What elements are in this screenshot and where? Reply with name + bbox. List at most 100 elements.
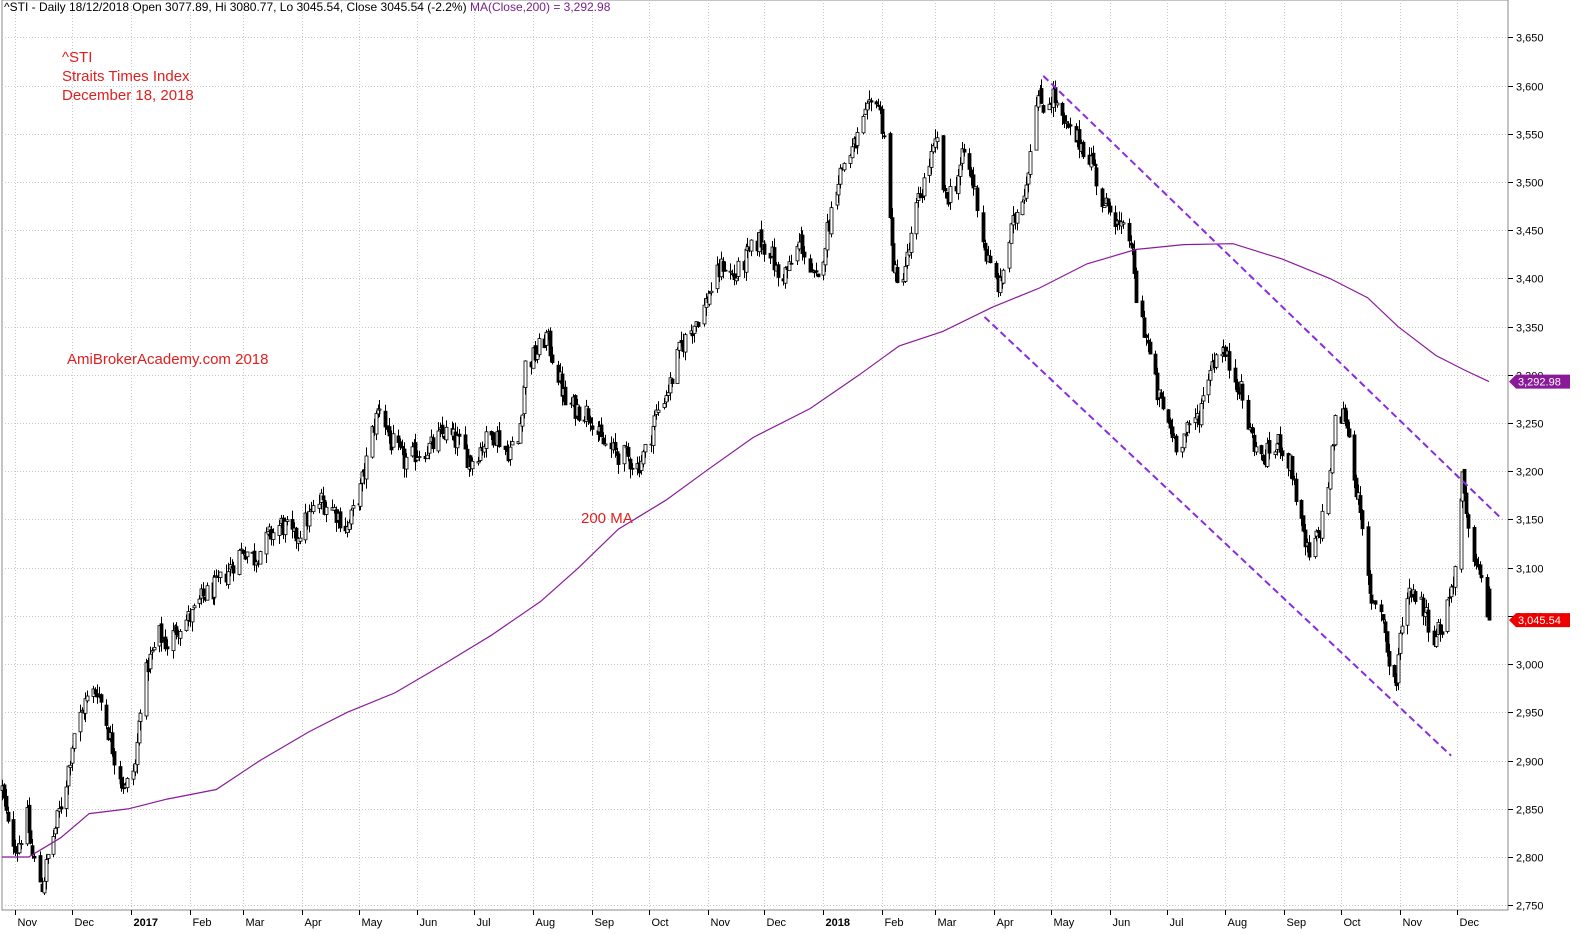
ma-value-marker-label: 3,292.98 <box>1518 377 1561 389</box>
x-tick-label: Nov <box>711 917 731 929</box>
candle <box>941 134 946 193</box>
x-tick-label: May <box>362 917 383 929</box>
candle <box>1127 218 1132 248</box>
candle <box>814 262 819 276</box>
x-tick-label: Jul <box>477 917 491 929</box>
candle <box>891 242 896 273</box>
candle <box>271 528 276 546</box>
candle <box>1472 525 1477 567</box>
candle <box>1301 515 1306 533</box>
y-tick-label: 3,400 <box>1516 274 1544 286</box>
x-tick-label: Dec <box>767 917 787 929</box>
candle <box>670 377 675 388</box>
candle <box>1330 444 1335 474</box>
candle <box>732 264 737 286</box>
candle <box>1034 97 1039 151</box>
candle <box>192 603 197 610</box>
x-tick-label: 2018 <box>826 917 850 929</box>
candle <box>455 426 460 456</box>
candle <box>311 499 316 515</box>
candle <box>537 333 542 358</box>
candle <box>178 628 183 646</box>
candle <box>231 561 236 582</box>
x-tick-label: Dec <box>1460 917 1480 929</box>
candle <box>1020 199 1025 216</box>
candle <box>1369 593 1374 610</box>
candle <box>239 542 244 551</box>
candle <box>759 220 764 255</box>
x-tick-label: Dec <box>75 917 95 929</box>
candle <box>1187 420 1192 434</box>
ma-200-line <box>2 243 1490 858</box>
candle <box>1326 482 1331 516</box>
candle <box>1398 630 1403 661</box>
candle <box>1368 569 1373 599</box>
x-tick-label: May <box>1054 917 1075 929</box>
candle <box>548 327 553 363</box>
y-tick-label: 2,800 <box>1516 853 1544 865</box>
candle <box>829 201 834 238</box>
y-tick-label: 3,450 <box>1516 226 1544 238</box>
candle <box>1060 101 1065 126</box>
candle <box>1142 310 1147 338</box>
ma-value-marker <box>1509 374 1570 389</box>
candle <box>1392 664 1397 683</box>
candle <box>1381 614 1386 624</box>
candle <box>1121 220 1126 229</box>
candle <box>46 853 51 864</box>
candle <box>294 526 299 549</box>
candle <box>802 246 807 265</box>
candle <box>825 213 830 258</box>
y-tick-label: 3,250 <box>1516 419 1544 431</box>
candle <box>656 401 661 416</box>
candle <box>44 854 49 890</box>
candle <box>943 184 948 199</box>
x-tick-label: Oct <box>1344 917 1361 929</box>
candle <box>1134 267 1139 304</box>
candle <box>1396 647 1401 691</box>
candle <box>19 840 24 850</box>
candle <box>626 442 631 462</box>
candle <box>1434 628 1439 648</box>
candle <box>64 780 69 817</box>
candle <box>1235 378 1240 401</box>
candle <box>364 447 369 489</box>
candle <box>1383 619 1388 642</box>
candle <box>66 765 71 795</box>
candle <box>370 424 375 459</box>
candle <box>709 282 714 296</box>
candle <box>1487 586 1492 621</box>
lower-trendline <box>983 316 1452 757</box>
x-tick-label: Jul <box>1170 917 1184 929</box>
candle <box>1041 104 1046 114</box>
candle <box>165 639 170 656</box>
candle <box>99 693 104 711</box>
candle <box>905 243 910 269</box>
candle <box>478 442 483 463</box>
candle <box>497 421 502 448</box>
x-tick-label: Aug <box>1228 917 1248 929</box>
candle <box>696 321 701 328</box>
candle <box>643 444 648 458</box>
candle <box>298 530 303 545</box>
candle <box>144 658 149 720</box>
candle <box>1360 509 1365 536</box>
candle <box>848 153 853 169</box>
candle <box>38 851 43 883</box>
y-tick-label: 2,900 <box>1516 757 1544 769</box>
candle <box>800 230 805 261</box>
candle <box>218 571 223 585</box>
candle <box>1385 631 1390 657</box>
candle <box>914 198 919 240</box>
candle <box>865 100 870 120</box>
candle <box>138 709 143 731</box>
x-tick-label: Feb <box>193 917 212 929</box>
x-tick-label: Jun <box>420 917 438 929</box>
candle <box>1227 342 1232 379</box>
candle <box>762 240 767 262</box>
candle <box>374 410 379 441</box>
candle <box>159 616 164 652</box>
candle <box>855 127 860 155</box>
candle <box>577 405 582 423</box>
